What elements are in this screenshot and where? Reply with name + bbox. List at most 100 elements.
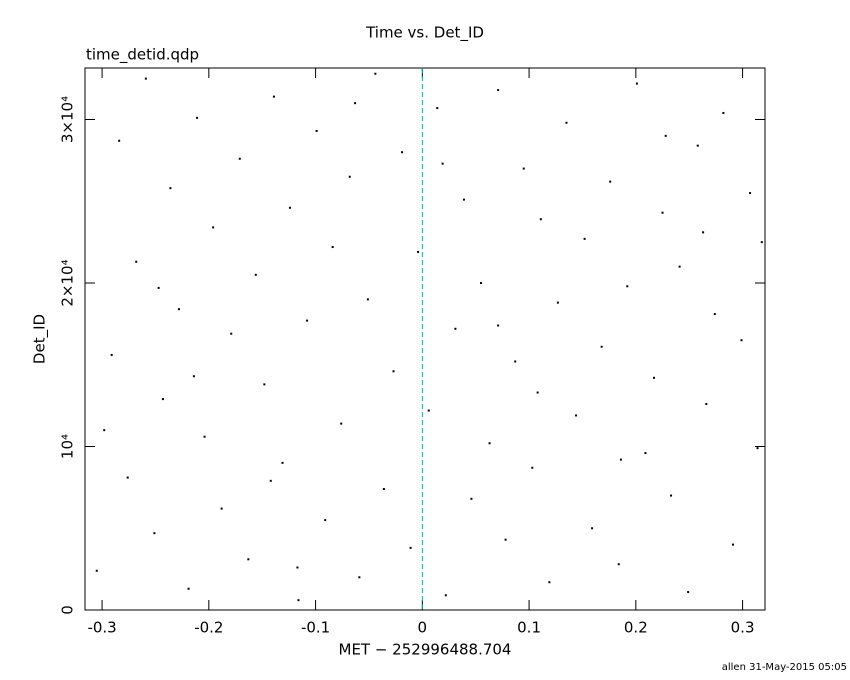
point xyxy=(177,308,180,311)
point xyxy=(409,546,412,549)
point xyxy=(196,116,199,119)
point xyxy=(144,77,147,80)
chart-subtitle: time_detid.qdp xyxy=(86,46,199,65)
point xyxy=(254,273,257,276)
point xyxy=(161,398,164,401)
point xyxy=(740,339,743,342)
point xyxy=(436,107,439,110)
point xyxy=(504,538,507,541)
point xyxy=(583,237,586,240)
point xyxy=(315,129,318,132)
point xyxy=(417,250,420,253)
point xyxy=(427,409,430,412)
point xyxy=(230,332,233,335)
point xyxy=(609,180,612,183)
point xyxy=(462,198,465,201)
point xyxy=(652,376,655,379)
point xyxy=(548,581,551,584)
point xyxy=(382,488,385,491)
point xyxy=(722,111,725,114)
point xyxy=(575,414,578,417)
point xyxy=(203,435,206,438)
point xyxy=(401,151,404,154)
point xyxy=(565,121,568,124)
point xyxy=(358,576,361,579)
point xyxy=(187,587,190,590)
point xyxy=(522,167,525,170)
point xyxy=(705,402,708,405)
point xyxy=(220,507,223,510)
point xyxy=(288,206,291,209)
point xyxy=(702,231,705,234)
point xyxy=(635,82,638,85)
point xyxy=(95,569,98,572)
point xyxy=(749,192,752,195)
y-tick-label: 10⁴ xyxy=(59,434,77,459)
x-tick-label: 0.1 xyxy=(517,619,541,637)
point xyxy=(470,497,473,500)
point xyxy=(556,301,559,304)
point xyxy=(600,345,603,348)
point xyxy=(281,461,284,464)
point xyxy=(619,458,622,461)
point xyxy=(687,591,690,594)
footer: allen 31-May-2015 05:05 xyxy=(722,662,847,673)
point xyxy=(444,594,447,597)
y-tick-label: 3×10⁴ xyxy=(59,96,77,143)
point xyxy=(269,479,272,482)
y-tick-label: 2×10⁴ xyxy=(59,259,77,306)
plot-frame xyxy=(84,67,766,611)
point xyxy=(306,319,309,322)
point xyxy=(135,260,138,263)
point xyxy=(664,134,667,137)
point xyxy=(454,327,457,330)
point xyxy=(626,285,629,288)
point xyxy=(157,286,160,289)
point xyxy=(731,543,734,546)
point xyxy=(480,282,483,285)
point xyxy=(696,144,699,147)
point xyxy=(760,241,763,244)
point xyxy=(192,375,195,378)
point xyxy=(713,313,716,316)
x-tick-label: -0.2 xyxy=(194,619,223,637)
point xyxy=(153,532,156,535)
x-tick-label: 0.2 xyxy=(624,619,648,637)
point xyxy=(644,452,647,455)
point xyxy=(331,246,334,249)
point xyxy=(354,102,357,105)
point xyxy=(272,95,275,98)
point xyxy=(247,558,250,561)
point xyxy=(392,370,395,373)
point xyxy=(591,527,594,530)
point xyxy=(531,466,534,469)
point xyxy=(126,476,129,479)
point xyxy=(756,447,759,450)
chart-title: Time vs. Det_ID xyxy=(365,24,484,43)
point xyxy=(670,494,673,497)
point xyxy=(661,211,664,214)
y-axis-label: Det_ID xyxy=(31,314,50,364)
x-tick-label: -0.1 xyxy=(301,619,330,637)
point xyxy=(340,422,343,425)
point xyxy=(324,519,327,522)
point xyxy=(514,360,517,363)
point xyxy=(536,391,539,394)
point xyxy=(297,599,300,602)
point xyxy=(374,72,377,75)
x-tick-label: 0 xyxy=(418,619,428,637)
point xyxy=(678,265,681,268)
point xyxy=(296,566,299,569)
point xyxy=(441,162,444,165)
point xyxy=(617,563,620,566)
point xyxy=(348,175,351,178)
point xyxy=(110,353,113,356)
x-tick-label: -0.3 xyxy=(87,619,116,637)
point xyxy=(118,139,121,142)
point xyxy=(497,89,500,92)
y-tick-label: 0 xyxy=(59,605,77,615)
point xyxy=(366,298,369,301)
point xyxy=(263,383,266,386)
point xyxy=(169,187,172,190)
